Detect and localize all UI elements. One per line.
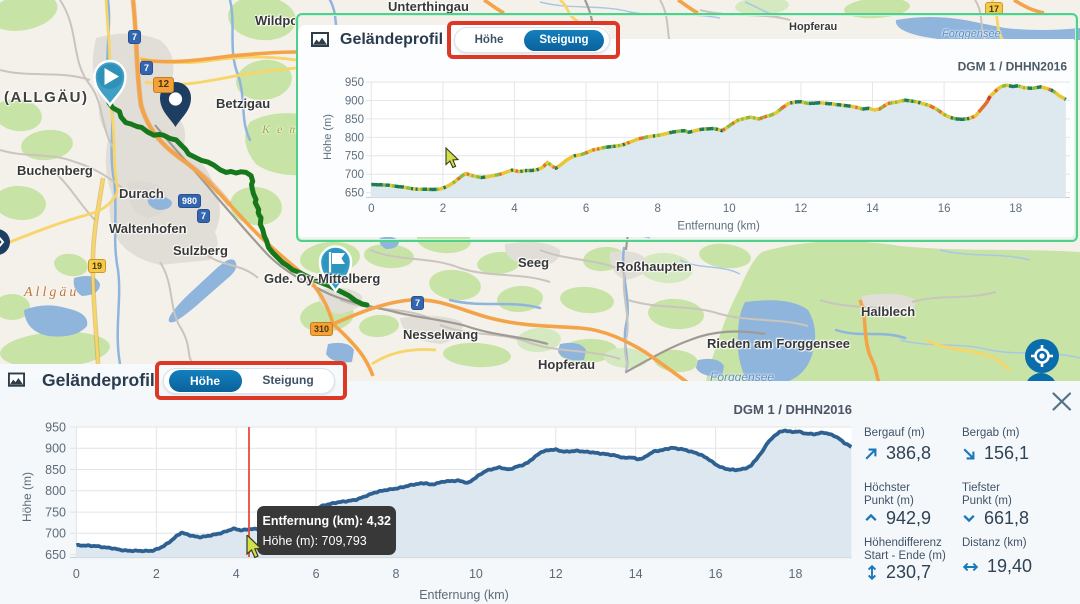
svg-text:800: 800 [345, 132, 364, 144]
svg-text:DGM 1 / DHHN2016: DGM 1 / DHHN2016 [958, 60, 1068, 74]
svg-text:18: 18 [789, 567, 803, 581]
svg-text:Höhe (m): Höhe (m) [322, 114, 334, 160]
svg-text:2: 2 [440, 203, 446, 215]
svg-text:Höhe (m): Höhe (m) [20, 472, 34, 522]
svg-text:16: 16 [709, 567, 723, 581]
svg-text:750: 750 [45, 505, 66, 519]
svg-text:16: 16 [938, 203, 951, 215]
svg-text:14: 14 [866, 203, 879, 215]
svg-text:0: 0 [368, 203, 374, 215]
svg-text:800: 800 [45, 484, 66, 498]
svg-text:6: 6 [583, 203, 589, 215]
svg-text:Entfernung (km): Entfernung (km) [677, 221, 760, 233]
svg-text:750: 750 [345, 151, 364, 163]
svg-text:6: 6 [313, 567, 320, 581]
svg-text:0: 0 [73, 567, 80, 581]
svg-text:650: 650 [45, 548, 66, 562]
svg-text:14: 14 [629, 567, 643, 581]
svg-text:8: 8 [393, 567, 400, 581]
svg-text:700: 700 [45, 527, 66, 541]
svg-text:900: 900 [345, 95, 364, 107]
svg-text:4: 4 [233, 567, 240, 581]
svg-text:10: 10 [723, 203, 736, 215]
svg-text:850: 850 [45, 463, 66, 477]
svg-text:Entfernung (km): Entfernung (km) [419, 588, 509, 602]
svg-text:10: 10 [469, 567, 483, 581]
svg-text:12: 12 [549, 567, 563, 581]
svg-text:18: 18 [1009, 203, 1022, 215]
svg-text:900: 900 [45, 442, 66, 456]
svg-text:8: 8 [654, 203, 660, 215]
svg-text:950: 950 [45, 420, 66, 434]
svg-text:12: 12 [795, 203, 808, 215]
svg-text:850: 850 [345, 114, 364, 126]
svg-text:DGM 1 / DHHN2016: DGM 1 / DHHN2016 [734, 402, 852, 417]
svg-text:650: 650 [345, 188, 364, 200]
svg-text:2: 2 [153, 567, 160, 581]
svg-text:950: 950 [345, 77, 364, 89]
svg-text:700: 700 [345, 169, 364, 181]
svg-text:4: 4 [511, 203, 518, 215]
